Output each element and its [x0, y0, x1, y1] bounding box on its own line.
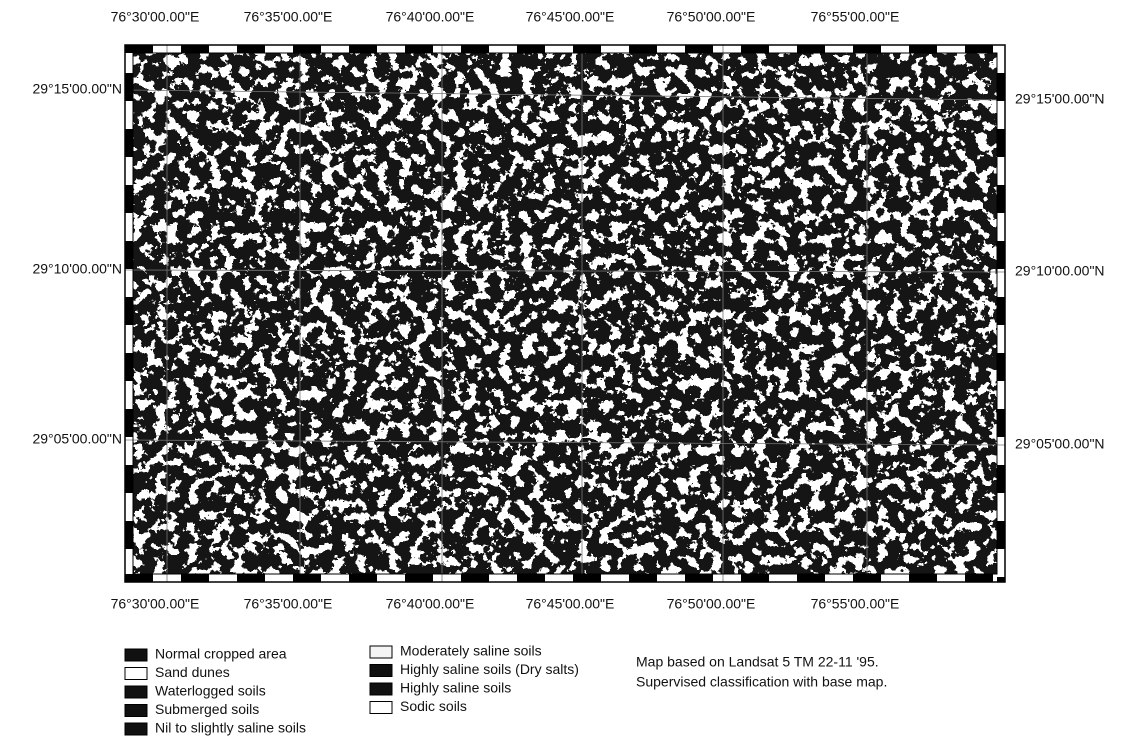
bottom-longitude-label: 76°50'00.00"E [667, 596, 756, 612]
frame-segment [181, 574, 209, 582]
frame-segment [997, 241, 1005, 269]
legend-label: Submerged soils [155, 701, 259, 717]
frame-segment [629, 574, 657, 582]
left-latitude-label: 29°10'00.00"N [32, 261, 122, 277]
legend-swatch [125, 723, 147, 735]
bottom-longitude-label: 76°30'00.00"E [111, 596, 200, 612]
top-longitude-label: 76°35'00.00"E [244, 9, 333, 25]
frame-segment [997, 521, 1005, 549]
bottom-longitude-label: 76°55'00.00"E [811, 596, 900, 612]
frame-segment [181, 45, 209, 53]
frame-segment [853, 45, 881, 53]
legend-swatch [125, 668, 147, 680]
frame-segment [461, 574, 489, 582]
page: 76°30'00.00"E 76°35'00.00"E 76°40'00.00"E 7… [0, 0, 1125, 742]
map-figure: 76°30'00.00"E 76°35'00.00"E 76°40'00.00"E 7… [0, 0, 1125, 742]
frame-segment [997, 129, 1005, 157]
bottom-longitude-label: 76°35'00.00"E [244, 596, 333, 612]
legend-label: Waterlogged soils [155, 683, 266, 699]
frame-segment [125, 521, 133, 549]
frame-segment [237, 45, 265, 53]
frame-segment [293, 45, 321, 53]
frame-segment [629, 45, 657, 53]
frame-segment [685, 45, 713, 53]
frame-segment [573, 45, 601, 53]
frame-segment [909, 45, 937, 53]
top-longitude-label: 76°40'00.00"E [386, 9, 475, 25]
frame-segment [685, 574, 713, 582]
bottom-longitude-label: 76°40'00.00"E [386, 596, 475, 612]
frame-segment [517, 45, 545, 53]
frame-segment [293, 574, 321, 582]
frame-segment [965, 574, 993, 582]
frame-segment [125, 577, 133, 582]
frame-segment [997, 185, 1005, 213]
frame-segment [797, 574, 825, 582]
frame-segment [125, 297, 133, 325]
frame-segment [997, 465, 1005, 493]
frame-segment [125, 353, 133, 381]
legend-swatch [125, 649, 147, 661]
frame-segment [405, 574, 433, 582]
legend-label: Normal cropped area [155, 646, 287, 662]
frame-segment [125, 241, 133, 269]
legend-label: Nil to slightly saline soils [155, 720, 306, 736]
legend-label: Highly saline soils [400, 680, 511, 696]
map-texture [133, 53, 997, 574]
frame-segment [797, 45, 825, 53]
legend-label: Highly saline soils (Dry salts) [400, 661, 579, 677]
frame-segment [965, 45, 993, 53]
left-latitude-label: 29°05'00.00"N [32, 431, 122, 447]
frame-segment [125, 185, 133, 213]
map-note: Map based on Landsat 5 TM 22-11 '95. Supe… [636, 654, 887, 690]
frame-segment [909, 574, 937, 582]
frame-segment [349, 574, 377, 582]
frame-segment [405, 45, 433, 53]
right-latitude-label: 29°05'00.00"N [1015, 436, 1105, 452]
left-latitude-label: 29°15'00.00"N [32, 81, 122, 97]
top-longitude-label: 76°50'00.00"E [667, 9, 756, 25]
frame-segment [997, 73, 1005, 101]
legend-label: Sodic soils [400, 698, 467, 714]
frame-segment [997, 297, 1005, 325]
right-latitude-label: 29°10'00.00"N [1015, 263, 1105, 279]
frame-segment [125, 73, 133, 101]
top-longitude-label: 76°45'00.00"E [526, 9, 615, 25]
frame-segment [461, 45, 489, 53]
top-longitude-label: 76°30'00.00"E [111, 9, 200, 25]
frame-segment [237, 574, 265, 582]
frame-segment [517, 574, 545, 582]
note-line: Map based on Landsat 5 TM 22-11 '95. [636, 654, 879, 670]
frame-segment [573, 574, 601, 582]
frame-segment [741, 574, 769, 582]
bottom-longitude-label: 76°45'00.00"E [526, 596, 615, 612]
frame-segment [853, 574, 881, 582]
right-latitude-label: 29°15'00.00"N [1015, 91, 1105, 107]
frame-segment [997, 409, 1005, 437]
frame-segment [125, 45, 153, 53]
frame-segment [997, 577, 1005, 582]
note-line: Supervised classification with base map. [636, 674, 887, 690]
frame-segment [125, 465, 133, 493]
legend-swatch [125, 705, 147, 717]
legend-swatch [125, 686, 147, 698]
frame-segment [349, 45, 377, 53]
frame-segment [997, 353, 1005, 381]
legend-swatch [370, 646, 392, 658]
frame-segment [741, 45, 769, 53]
legend: Normal cropped area Sand dunes Waterlogged… [125, 643, 579, 736]
legend-swatch [370, 702, 392, 714]
legend-swatch [370, 665, 392, 677]
legend-label: Sand dunes [155, 664, 230, 680]
top-longitude-label: 76°55'00.00"E [811, 9, 900, 25]
frame-segment [125, 129, 133, 157]
legend-label: Moderately saline soils [400, 643, 542, 659]
frame-segment [125, 409, 133, 437]
legend-swatch [370, 683, 392, 695]
